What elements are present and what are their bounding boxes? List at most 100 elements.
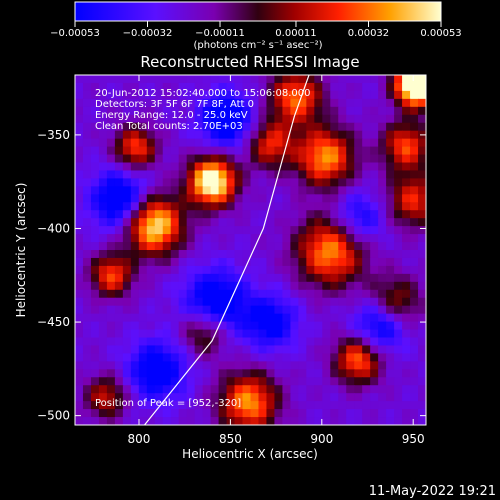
heatmap-cell xyxy=(154,194,164,203)
heatmap-cell xyxy=(82,417,92,425)
heatmap-cell xyxy=(306,202,315,211)
y-axis-ticks: −350−400−450−500 xyxy=(37,128,426,423)
heatmap-cell xyxy=(146,106,156,116)
heatmap-cell xyxy=(274,138,284,148)
heatmap-cell xyxy=(306,401,315,410)
heatmap-cell xyxy=(274,82,284,92)
heatmap-cell xyxy=(354,329,363,339)
heatmap-cell xyxy=(82,202,92,211)
heatmap-cell xyxy=(186,202,196,211)
heatmap-cell xyxy=(202,393,212,402)
heatmap-cell xyxy=(202,162,212,172)
heatmap-cell xyxy=(298,393,307,402)
heatmap-cell xyxy=(402,361,411,370)
heatmap-cell xyxy=(154,90,164,100)
heatmap-cell xyxy=(146,186,156,195)
heatmap-cell xyxy=(306,186,315,195)
heatmap-cell xyxy=(258,130,268,140)
heatmap-cell xyxy=(138,305,148,315)
heatmap-cell xyxy=(346,75,355,84)
heatmap-cell xyxy=(410,345,419,354)
heatmap-cell xyxy=(402,242,411,251)
heatmap-cell xyxy=(378,321,387,331)
heatmap-cell xyxy=(154,226,164,235)
colorbar-tick-label: 0.00053 xyxy=(420,28,461,39)
heatmap-cell xyxy=(194,393,204,402)
heatmap-cell xyxy=(354,393,363,402)
heatmap-cell xyxy=(170,377,180,386)
heatmap-cell xyxy=(418,321,426,331)
heatmap-cell xyxy=(282,154,291,164)
heatmap-cell xyxy=(410,393,419,402)
heatmap-cell xyxy=(90,90,100,100)
heatmap-cell xyxy=(282,218,291,227)
heatmap-cell xyxy=(98,393,108,402)
heatmap-cell xyxy=(178,178,188,187)
heatmap-cell xyxy=(146,305,156,315)
heatmap-cell xyxy=(362,321,371,331)
heatmap-cell xyxy=(122,337,132,347)
heatmap-cell xyxy=(242,226,252,235)
heatmap-cell xyxy=(162,385,172,394)
heatmap-cell xyxy=(170,234,180,243)
heatmap-cell xyxy=(282,321,291,331)
heatmap-cell xyxy=(210,353,220,362)
heatmap-cell xyxy=(130,75,140,84)
heatmap-cell xyxy=(306,218,315,227)
heatmap-cell xyxy=(226,401,236,410)
heatmap-cell xyxy=(186,114,196,124)
heatmap-cell xyxy=(394,162,403,172)
heatmap-cell xyxy=(202,226,212,235)
heatmap-cell xyxy=(146,250,156,259)
heatmap-cell xyxy=(242,98,252,108)
heatmap-cell xyxy=(322,218,331,227)
heatmap-cell xyxy=(154,281,164,291)
heatmap-cell xyxy=(338,114,347,124)
heatmap-cell xyxy=(138,178,148,187)
heatmap-cell xyxy=(354,98,363,108)
heatmap-cell xyxy=(218,385,228,394)
colorbar-tick-label: 0.00011 xyxy=(275,28,316,39)
heatmap-cell xyxy=(402,106,411,116)
heatmap-cell xyxy=(370,281,379,291)
heatmap-cell xyxy=(418,377,426,386)
heatmap-cell xyxy=(274,329,284,339)
heatmap-cell xyxy=(378,401,387,410)
heatmap-cell xyxy=(370,313,379,323)
heatmap-cell xyxy=(138,250,148,259)
heatmap-cell xyxy=(258,281,268,291)
heatmap-cell xyxy=(346,345,355,354)
heatmap-cell xyxy=(122,257,132,267)
heatmap-cell xyxy=(250,305,260,315)
heatmap-cell xyxy=(306,122,315,132)
heatmap-cell xyxy=(378,353,387,362)
heatmap-cell xyxy=(386,194,395,203)
heatmap-cell xyxy=(282,202,291,211)
heatmap-cell xyxy=(162,305,172,315)
heatmap-cell xyxy=(186,337,196,347)
heatmap-cell xyxy=(178,305,188,315)
heatmap-cell xyxy=(258,106,268,116)
heatmap-cell xyxy=(210,154,220,164)
heatmap-cell xyxy=(290,170,299,179)
heatmap-cell xyxy=(354,305,363,315)
heatmap-cell xyxy=(210,242,220,251)
heatmap-cell xyxy=(322,82,331,92)
heatmap-cell xyxy=(242,305,252,315)
heatmap-cell xyxy=(322,273,331,283)
heatmap-cell xyxy=(242,393,252,402)
heatmap-cell xyxy=(194,234,204,243)
heatmap-cell xyxy=(90,417,100,425)
heatmap-cell xyxy=(250,297,260,307)
heatmap-cell xyxy=(75,409,84,418)
heatmap-cell xyxy=(75,321,84,331)
heatmap-cell xyxy=(282,194,291,203)
heatmap-cell xyxy=(338,218,347,227)
heatmap-cell xyxy=(210,401,220,410)
heatmap-cell xyxy=(394,146,403,156)
heatmap-cell xyxy=(114,250,124,259)
heatmap-cell xyxy=(162,218,172,227)
heatmap-cell xyxy=(338,305,347,315)
y-axis-label: Heliocentric Y (arcsec) xyxy=(14,183,28,318)
heatmap-cell xyxy=(234,114,244,124)
